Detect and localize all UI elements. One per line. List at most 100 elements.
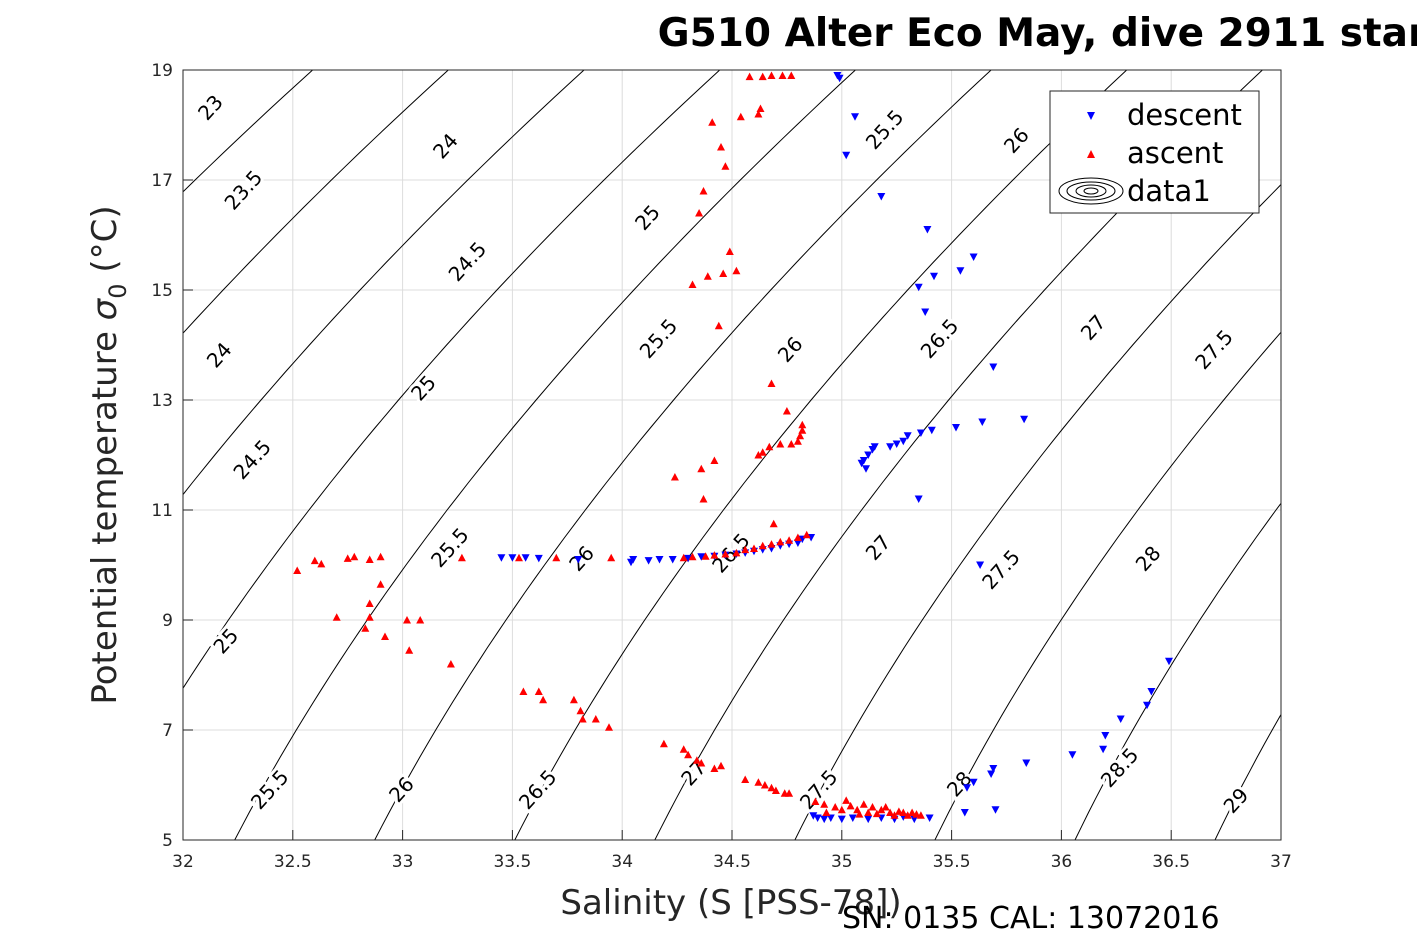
descent-point xyxy=(969,778,978,787)
descent-point xyxy=(835,74,844,83)
ascent-point xyxy=(811,797,820,805)
ascent-point xyxy=(710,456,719,464)
ascent-point xyxy=(381,632,389,640)
ascent-point xyxy=(822,808,831,816)
ascent-point xyxy=(785,536,794,544)
ascent-point xyxy=(725,247,734,255)
ascent-point xyxy=(837,805,846,814)
descent-point xyxy=(809,812,818,820)
ascent-point xyxy=(703,272,712,280)
ascent-point xyxy=(758,448,767,456)
ascent-point xyxy=(877,805,886,814)
ascent-point xyxy=(552,553,561,562)
descent-point xyxy=(877,193,886,201)
contour-line-28 xyxy=(934,331,1281,840)
ascent-point xyxy=(908,808,917,816)
ascent-point xyxy=(767,783,776,792)
ascent-point xyxy=(350,552,359,561)
descent-point xyxy=(851,113,859,121)
descent-point xyxy=(820,815,829,824)
x-tick-label: 33 xyxy=(392,852,414,872)
y-tick-label: 5 xyxy=(162,831,173,851)
ascent-point xyxy=(754,110,763,118)
ascent-point xyxy=(754,778,763,786)
descent-point xyxy=(668,556,677,564)
ascent-point xyxy=(591,715,600,723)
ascent-point xyxy=(721,162,730,170)
ascent-point xyxy=(899,808,908,816)
descent-point xyxy=(826,814,835,822)
chart-title: G510 Alter Eco May, dive 2911 started 25… xyxy=(658,11,1417,56)
ascent-point xyxy=(416,616,425,624)
descent-point xyxy=(899,437,908,446)
descent-point xyxy=(969,253,978,261)
x-tick-label: 34.5 xyxy=(713,852,751,872)
ascent-point xyxy=(831,803,840,811)
descent-point xyxy=(1101,732,1110,740)
ascent-point xyxy=(798,426,807,434)
ascent-point xyxy=(903,811,912,819)
ascent-point xyxy=(868,803,877,811)
descent-point xyxy=(1068,751,1077,759)
x-tick-label: 32 xyxy=(172,852,194,872)
ascent-point xyxy=(692,756,701,764)
legend-descent-label: descent xyxy=(1127,98,1242,132)
descent-point xyxy=(1165,657,1173,666)
descent-point xyxy=(956,267,965,275)
y-tick-label: 15 xyxy=(151,281,173,301)
ascent-point xyxy=(758,541,767,550)
descent-point xyxy=(930,272,938,281)
ascent-point xyxy=(793,437,802,445)
ascent-point xyxy=(376,580,385,588)
descent-point xyxy=(521,554,530,562)
descent-point xyxy=(1143,701,1151,710)
ascent-point xyxy=(717,143,725,151)
y-tick-label: 9 xyxy=(162,611,173,631)
descent-point xyxy=(916,429,925,437)
ascent-point xyxy=(714,321,723,330)
ascent-point xyxy=(376,552,385,561)
ascent-point xyxy=(578,715,587,723)
descent-point xyxy=(1116,715,1125,723)
series-ascent xyxy=(293,71,925,819)
descent-point xyxy=(813,814,822,822)
x-tick-label: 33.5 xyxy=(493,852,531,872)
legend-descent-marker xyxy=(1087,112,1095,120)
descent-point xyxy=(684,554,693,563)
ascent-point xyxy=(859,800,868,808)
descent-point xyxy=(914,283,923,292)
descent-point xyxy=(914,495,923,503)
legend-data1-label: data1 xyxy=(1127,174,1211,208)
ascent-point xyxy=(846,801,855,810)
ascent-point xyxy=(569,695,578,704)
descent-point xyxy=(1020,415,1029,424)
descent-point xyxy=(976,561,985,569)
descent-point xyxy=(892,440,901,448)
ascent-point xyxy=(405,646,414,654)
ascent-point xyxy=(684,750,693,759)
ascent-point xyxy=(365,555,374,563)
ascent-point xyxy=(872,809,881,818)
x-tick-label: 37 xyxy=(1270,852,1292,872)
x-tick-label: 35 xyxy=(831,852,853,872)
descent-point xyxy=(862,465,870,473)
ascent-point xyxy=(796,431,805,440)
ascent-point xyxy=(317,559,326,568)
ascent-point xyxy=(916,811,925,819)
ascent-point xyxy=(787,440,796,448)
ascent-point xyxy=(864,808,873,816)
ascent-point xyxy=(343,554,352,562)
ascent-point xyxy=(708,118,717,126)
x-tick-label: 34 xyxy=(611,852,633,872)
descent-point xyxy=(989,765,998,773)
descent-point xyxy=(978,418,987,426)
ascent-point xyxy=(695,209,704,217)
ascent-point xyxy=(670,473,679,481)
ascent-point xyxy=(605,723,613,731)
descent-point xyxy=(644,557,653,565)
descent-point xyxy=(868,446,877,454)
ascent-point xyxy=(457,553,466,562)
descent-point xyxy=(697,553,706,561)
ascent-point xyxy=(771,786,780,794)
y-axis-title: Potential temperature σ0 (°C) xyxy=(85,205,132,704)
